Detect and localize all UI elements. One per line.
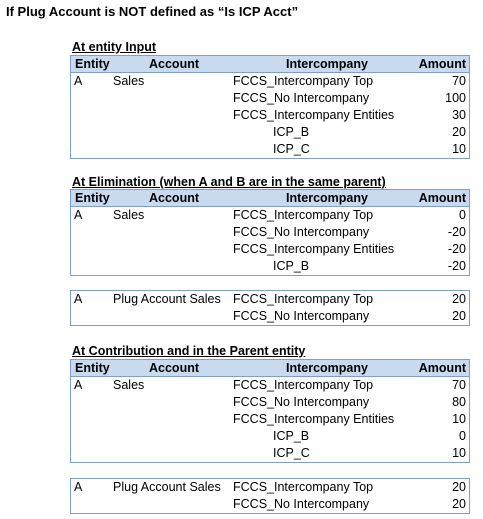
cell-intercompany: FCCS_Intercompany Entities <box>233 108 395 122</box>
cell-amount: -20 <box>447 225 466 239</box>
column-header-intercompany: Intercompany <box>286 191 368 205</box>
table-elimination: Entity Account Intercompany Amount A Sales FCC… <box>70 189 470 276</box>
cell-amount: 30 <box>452 108 466 122</box>
cell-amount: 20 <box>452 497 466 511</box>
table-row: FCCS_Intercompany Entities -20 <box>71 241 469 258</box>
table-header: Entity Account Intercompany Amount <box>71 360 469 377</box>
section-title-contribution: At Contribution and in the Parent entity <box>72 344 306 358</box>
table-contribution-plug: A Plug Account Sales FCCS_Intercompany Top… <box>70 478 470 514</box>
table-header: Entity Account Intercompany Amount <box>71 56 469 73</box>
cell-amount: 10 <box>452 412 466 426</box>
section-title-entity-input: At entity Input <box>72 40 157 54</box>
column-header-entity: Entity <box>75 361 110 375</box>
cell-intercompany: ICP_B <box>273 429 310 443</box>
cell-amount: 0 <box>459 429 466 443</box>
column-header-account: Account <box>149 361 199 375</box>
cell-intercompany: FCCS_No Intercompany <box>233 309 370 323</box>
table-row: ICP_C 10 <box>71 141 469 158</box>
table-row: ICP_B 20 <box>71 124 469 141</box>
cell-entity: A <box>74 480 83 494</box>
cell-account: Sales <box>113 208 145 222</box>
column-header-account: Account <box>149 57 199 71</box>
cell-intercompany: ICP_B <box>273 125 310 139</box>
cell-account: Sales <box>113 74 145 88</box>
cell-amount: 10 <box>452 446 466 460</box>
table-header: Entity Account Intercompany Amount <box>71 190 469 207</box>
column-header-amount: Amount <box>418 361 466 375</box>
cell-intercompany: ICP_C <box>273 446 310 460</box>
column-header-intercompany: Intercompany <box>286 57 368 71</box>
cell-entity: A <box>74 292 83 306</box>
column-header-entity: Entity <box>75 57 110 71</box>
cell-amount: 20 <box>452 125 466 139</box>
table-row: A Plug Account Sales FCCS_Intercompany Top… <box>71 479 469 496</box>
cell-amount: 10 <box>452 142 466 156</box>
cell-account: Sales <box>113 378 145 392</box>
table-row: ICP_B 0 <box>71 428 469 445</box>
cell-intercompany: FCCS_Intercompany Top <box>233 378 374 392</box>
cell-entity: A <box>74 208 83 222</box>
cell-account: Plug Account Sales <box>113 480 221 494</box>
table-row: FCCS_Intercompany Entities 10 <box>71 411 469 428</box>
column-header-entity: Entity <box>75 191 110 205</box>
column-header-amount: Amount <box>418 57 466 71</box>
cell-entity: A <box>74 74 83 88</box>
table-row: FCCS_No Intercompany 100 <box>71 90 469 107</box>
cell-intercompany: FCCS_Intercompany Top <box>233 74 374 88</box>
table-row: A Plug Account Sales FCCS_Intercompany Top… <box>71 291 469 308</box>
table-entity-input: Entity Account Intercompany Amount A Sales FCC… <box>70 55 470 159</box>
table-elimination-plug: A Plug Account Sales FCCS_Intercompany Top… <box>70 290 470 326</box>
cell-intercompany: FCCS_Intercompany Top <box>233 292 374 306</box>
cell-amount: 20 <box>452 480 466 494</box>
cell-intercompany: FCCS_No Intercompany <box>233 497 370 511</box>
cell-amount: 100 <box>445 91 466 105</box>
table-row: A Sales FCCS_Intercompany Top 70 <box>71 73 469 90</box>
cell-amount: 0 <box>459 208 466 222</box>
column-header-intercompany: Intercompany <box>286 361 368 375</box>
cell-intercompany: FCCS_No Intercompany <box>233 91 370 105</box>
cell-intercompany: FCCS_Intercompany Entities <box>233 242 395 256</box>
page-title: If Plug Account is NOT defined as “Is IC… <box>6 4 299 19</box>
cell-amount: 80 <box>452 395 466 409</box>
cell-amount: -20 <box>447 259 466 273</box>
table-row: ICP_B -20 <box>71 258 469 275</box>
cell-intercompany: FCCS_No Intercompany <box>233 225 370 239</box>
table-row: FCCS_No Intercompany 80 <box>71 394 469 411</box>
cell-amount: 70 <box>452 378 466 392</box>
column-header-amount: Amount <box>418 191 466 205</box>
table-row: A Sales FCCS_Intercompany Top 70 <box>71 377 469 394</box>
table-row: ICP_C 10 <box>71 445 469 462</box>
cell-intercompany: ICP_B <box>273 259 310 273</box>
cell-amount: -20 <box>447 242 466 256</box>
column-header-account: Account <box>149 191 199 205</box>
cell-account: Plug Account Sales <box>113 292 221 306</box>
cell-intercompany: FCCS_Intercompany Top <box>233 208 374 222</box>
section-title-elimination: At Elimination (when A and B are in the … <box>72 175 386 189</box>
cell-intercompany: FCCS_Intercompany Top <box>233 480 374 494</box>
table-row: A Sales FCCS_Intercompany Top 0 <box>71 207 469 224</box>
cell-entity: A <box>74 378 83 392</box>
cell-amount: 20 <box>452 309 466 323</box>
cell-intercompany: ICP_C <box>273 142 310 156</box>
table-row: FCCS_Intercompany Entities 30 <box>71 107 469 124</box>
table-contribution: Entity Account Intercompany Amount A Sales FCC… <box>70 359 470 463</box>
cell-amount: 20 <box>452 292 466 306</box>
cell-intercompany: FCCS_No Intercompany <box>233 395 370 409</box>
table-row: FCCS_No Intercompany 20 <box>71 496 469 513</box>
table-row: FCCS_No Intercompany -20 <box>71 224 469 241</box>
cell-amount: 70 <box>452 74 466 88</box>
cell-intercompany: FCCS_Intercompany Entities <box>233 412 395 426</box>
table-row: FCCS_No Intercompany 20 <box>71 308 469 325</box>
